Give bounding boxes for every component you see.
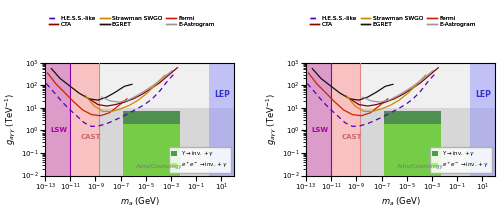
X-axis label: $m_a$ (GeV): $m_a$ (GeV) — [120, 196, 160, 208]
Y-axis label: $g_{a\gamma\gamma}$ (TeV$^{-1}$): $g_{a\gamma\gamma}$ (TeV$^{-1}$) — [264, 93, 279, 145]
Text: Astro/Cosmology: Astro/Cosmology — [396, 164, 444, 169]
Text: LSW: LSW — [311, 127, 328, 133]
X-axis label: $m_a$ (GeV): $m_a$ (GeV) — [380, 196, 420, 208]
Legend: H.E.S.S.-like, CTA, Strawman SWGO, EGRET, Fermi, E-Astrogram: H.E.S.S.-like, CTA, Strawman SWGO, EGRET… — [309, 15, 476, 28]
Y-axis label: $g_{a\gamma\gamma}$ (TeV$^{-1}$): $g_{a\gamma\gamma}$ (TeV$^{-1}$) — [4, 93, 18, 145]
Text: CAST: CAST — [80, 134, 101, 140]
Text: LEP: LEP — [475, 90, 490, 99]
Text: Astro/Cosmology: Astro/Cosmology — [136, 164, 182, 169]
Text: LSW: LSW — [50, 127, 67, 133]
Text: CAST: CAST — [341, 134, 361, 140]
Text: LEP: LEP — [214, 90, 230, 99]
Legend: H.E.S.S.-like, CTA, Strawman SWGO, EGRET, Fermi, E-Astrogram: H.E.S.S.-like, CTA, Strawman SWGO, EGRET… — [48, 15, 215, 28]
